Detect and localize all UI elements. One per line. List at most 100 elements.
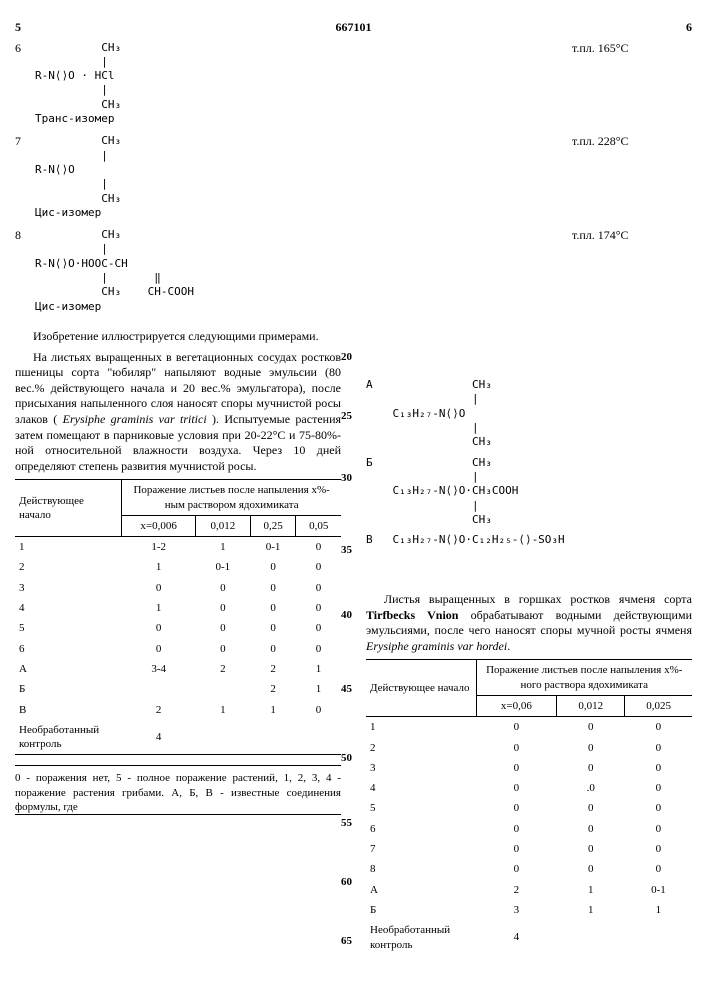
table-cell: 1 <box>296 659 341 679</box>
page-num-left: 5 <box>15 20 21 36</box>
table-cell: 0 <box>625 839 692 859</box>
table-row-label: 4 <box>15 598 122 618</box>
table-cell: 0 <box>625 778 692 798</box>
table1-header-right: Поражение листьев после напыления x%-ным… <box>122 480 341 516</box>
table-cell: 1 <box>557 880 625 900</box>
table-row-label: Необработанный контроль <box>15 720 122 755</box>
left-paragraph: На листьях выращенных в вегетационных со… <box>15 350 341 475</box>
table-cell: 1 <box>296 679 341 699</box>
table-row-label: 5 <box>15 618 122 638</box>
compound-number: 8 <box>15 228 35 244</box>
table-row-label: 1 <box>15 537 122 558</box>
compound-structure: CH₃ | R-N⟨⟩O | CH₃ Цис-изомер <box>35 134 572 220</box>
table-row-label: Необработанный контроль <box>366 920 476 955</box>
compound-property: т.пл. 228°C <box>572 134 692 150</box>
compound-row: 7 CH₃ | R-N⟨⟩O | CH₃ Цис-изомер т.пл. 22… <box>15 134 692 220</box>
table2-header-left: Действующее начало <box>366 660 476 717</box>
table-cell: 0 <box>557 859 625 879</box>
table-cell: 0 <box>625 717 692 738</box>
table-cell: 0 <box>296 700 341 720</box>
table-cell: 2 <box>476 880 557 900</box>
table1-subheader: 0,05 <box>296 515 341 536</box>
compound-row: 8 CH₃ | R-N⟨⟩O·HOOC-CH | ‖ CH₃ CH-COOH Ц… <box>15 228 692 314</box>
structures-abc: А CH₃ | C₁₃H₂₇-N⟨⟩O | CH₃Б CH₃ | C₁₃H₂₇-… <box>366 350 692 582</box>
table-cell: .0 <box>557 778 625 798</box>
table-cell: 0 <box>250 639 296 659</box>
line-number: 45 <box>341 682 366 696</box>
table-cell: 0 <box>196 578 251 598</box>
table-cell: 1 <box>557 900 625 920</box>
line-number: 65 <box>341 934 366 948</box>
table-row-label: 6 <box>15 639 122 659</box>
table-2: Действующее начало Поражение листьев пос… <box>366 659 692 954</box>
line-number: 25 <box>341 409 366 423</box>
table-cell: 0 <box>122 578 196 598</box>
table-cell: 0 <box>476 859 557 879</box>
compound-property: т.пл. 165°C <box>572 41 692 57</box>
table-cell: 0-1 <box>196 557 251 577</box>
table-row-label: Б <box>15 679 122 699</box>
line-number: 60 <box>341 875 366 889</box>
table-cell: 0 <box>625 859 692 879</box>
table2-subheader: 0,012 <box>557 695 625 716</box>
table-cell: 0 <box>476 839 557 859</box>
table-cell: 0 <box>625 758 692 778</box>
page-header: 5 667101 6 <box>15 20 692 36</box>
table-cell: 0 <box>557 839 625 859</box>
table-cell: 0 <box>557 758 625 778</box>
table-cell: 0 <box>476 819 557 839</box>
table-cell: 0 <box>250 557 296 577</box>
table-cell: 0 <box>476 738 557 758</box>
structure-item: Б CH₃ | C₁₃H₂₇-N⟨⟩O·CH₃COOH | CH₃ <box>366 456 692 527</box>
table-cell <box>196 720 251 755</box>
table-row-label: 8 <box>366 859 476 879</box>
table-row-label: 2 <box>15 557 122 577</box>
table1-footer: 0 - поражения нет, 5 - полное поражение … <box>15 765 341 815</box>
table-row-label: 5 <box>366 798 476 818</box>
table-row-label: 4 <box>366 778 476 798</box>
table-cell <box>196 679 251 699</box>
table-cell: 4 <box>122 720 196 755</box>
table-cell: 0 <box>122 618 196 638</box>
table-cell: 0 <box>476 778 557 798</box>
table-cell: 0 <box>557 819 625 839</box>
table-cell: 1 <box>196 700 251 720</box>
table-row-label: В <box>15 700 122 720</box>
table-cell: 0 <box>476 758 557 778</box>
table-cell: 0 <box>296 618 341 638</box>
table-cell: 2 <box>196 659 251 679</box>
table-cell: 0 <box>196 598 251 618</box>
line-number: 55 <box>341 816 366 830</box>
table-cell: 0 <box>296 578 341 598</box>
table-cell <box>557 920 625 955</box>
compound-structure: CH₃ | R-N⟨⟩O·HOOC-CH | ‖ CH₃ CH-COOH Цис… <box>35 228 572 314</box>
table2-subheader: 0,025 <box>625 695 692 716</box>
compounds-list: 6 CH₃ | R-N⟨⟩O · HCl | CH₃ Транс-изомер … <box>15 41 692 314</box>
table-cell <box>296 720 341 755</box>
table-cell: 0 <box>476 798 557 818</box>
table-cell: 1 <box>625 900 692 920</box>
table-cell: 0 <box>250 598 296 618</box>
table-cell: 3 <box>476 900 557 920</box>
table-row-label: 1 <box>366 717 476 738</box>
compound-number: 7 <box>15 134 35 150</box>
table-row-label: 6 <box>366 819 476 839</box>
table-cell: 0 <box>557 717 625 738</box>
table-cell: 0 <box>296 598 341 618</box>
structure-item: А CH₃ | C₁₃H₂₇-N⟨⟩O | CH₃ <box>366 378 692 449</box>
table-cell <box>122 679 196 699</box>
table-1: Действующее начало Поражение листьев пос… <box>15 479 341 755</box>
table-cell: 0 <box>557 798 625 818</box>
table2-header-right: Поражение листьев после напыления x%-ног… <box>476 660 692 696</box>
table-cell: 0 <box>196 639 251 659</box>
table-cell: 0 <box>625 819 692 839</box>
table-row-label: 3 <box>15 578 122 598</box>
left-column: На листьях выращенных в вегетационных со… <box>15 350 341 965</box>
table-cell: 0-1 <box>625 880 692 900</box>
table1-subheader: 0,25 <box>250 515 296 536</box>
table1-header-left: Действующее начало <box>15 480 122 537</box>
table-cell: 0-1 <box>250 537 296 558</box>
table-cell: 1 <box>196 537 251 558</box>
table2-subheader: x=0,06 <box>476 695 557 716</box>
table-cell: 0 <box>250 578 296 598</box>
